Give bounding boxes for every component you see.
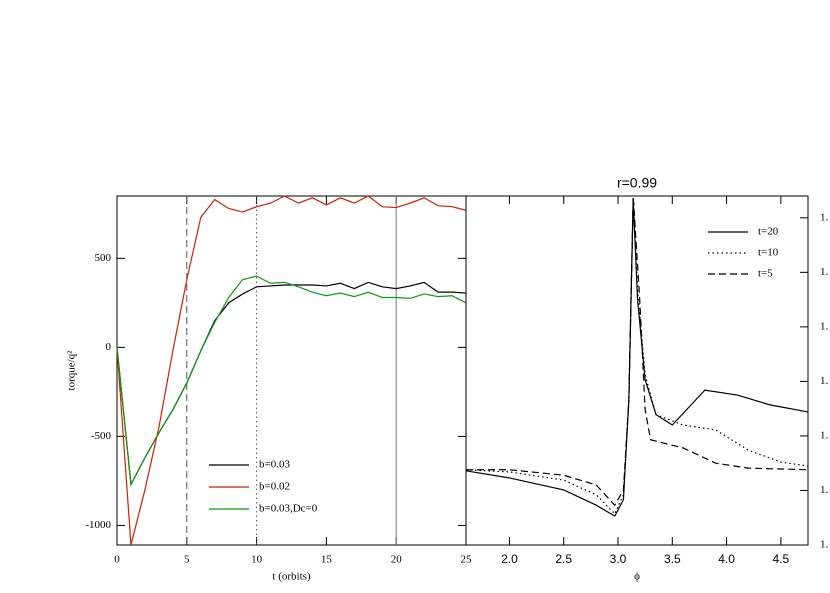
y-tick-label: 1. bbox=[820, 320, 829, 332]
legend-label: b=0.02 bbox=[259, 481, 290, 493]
data-line bbox=[465, 197, 809, 515]
x-tick-label: 3.0 bbox=[610, 552, 627, 566]
data-line bbox=[116, 195, 467, 546]
x-tick-label: 25 bbox=[461, 554, 473, 566]
x-tick-label: 10 bbox=[251, 554, 263, 566]
chart-title: r=0.99 bbox=[617, 175, 657, 191]
legend-label: t=20 bbox=[758, 226, 779, 238]
y-tick-label: 1. bbox=[820, 266, 829, 278]
data-line bbox=[466, 195, 809, 507]
x-tick-label: 4.5 bbox=[773, 552, 790, 566]
y-axis-label: torque/q² bbox=[66, 350, 78, 391]
x-tick-label: 20 bbox=[391, 554, 403, 566]
y-tick-label: 1. bbox=[820, 539, 829, 551]
y-tick-label: 1. bbox=[820, 375, 829, 387]
y-tick-label: -1000 bbox=[85, 519, 111, 531]
legend-label: t=5 bbox=[758, 268, 773, 280]
x-axis-label: ϕ bbox=[634, 571, 640, 583]
legend-label: b=0.03 bbox=[259, 459, 290, 471]
y-tick-label: -500 bbox=[91, 430, 112, 442]
x-tick-label: 5 bbox=[184, 554, 190, 566]
x-tick-label: 0 bbox=[114, 554, 120, 566]
x-tick-label: 2.0 bbox=[501, 552, 518, 566]
plot-frame bbox=[465, 195, 809, 546]
legend-label: t=10 bbox=[758, 247, 779, 259]
y-tick-label: 1. bbox=[820, 484, 829, 496]
y-tick-label: 1. bbox=[820, 429, 829, 441]
y-tick-label: 1. bbox=[820, 211, 829, 223]
x-tick-label: 2.5 bbox=[555, 552, 572, 566]
y-tick-label: 0 bbox=[106, 341, 112, 353]
y-tick-label: 500 bbox=[95, 252, 112, 264]
data-line bbox=[116, 281, 467, 487]
x-tick-label: 15 bbox=[321, 554, 333, 566]
data-line bbox=[116, 275, 467, 487]
x-tick-label: 3.5 bbox=[664, 552, 681, 566]
legend-label: b=0.03,Dc=0 bbox=[259, 503, 318, 515]
x-tick-label: 4.0 bbox=[718, 552, 735, 566]
x-axis-label: t (orbits) bbox=[272, 571, 311, 583]
